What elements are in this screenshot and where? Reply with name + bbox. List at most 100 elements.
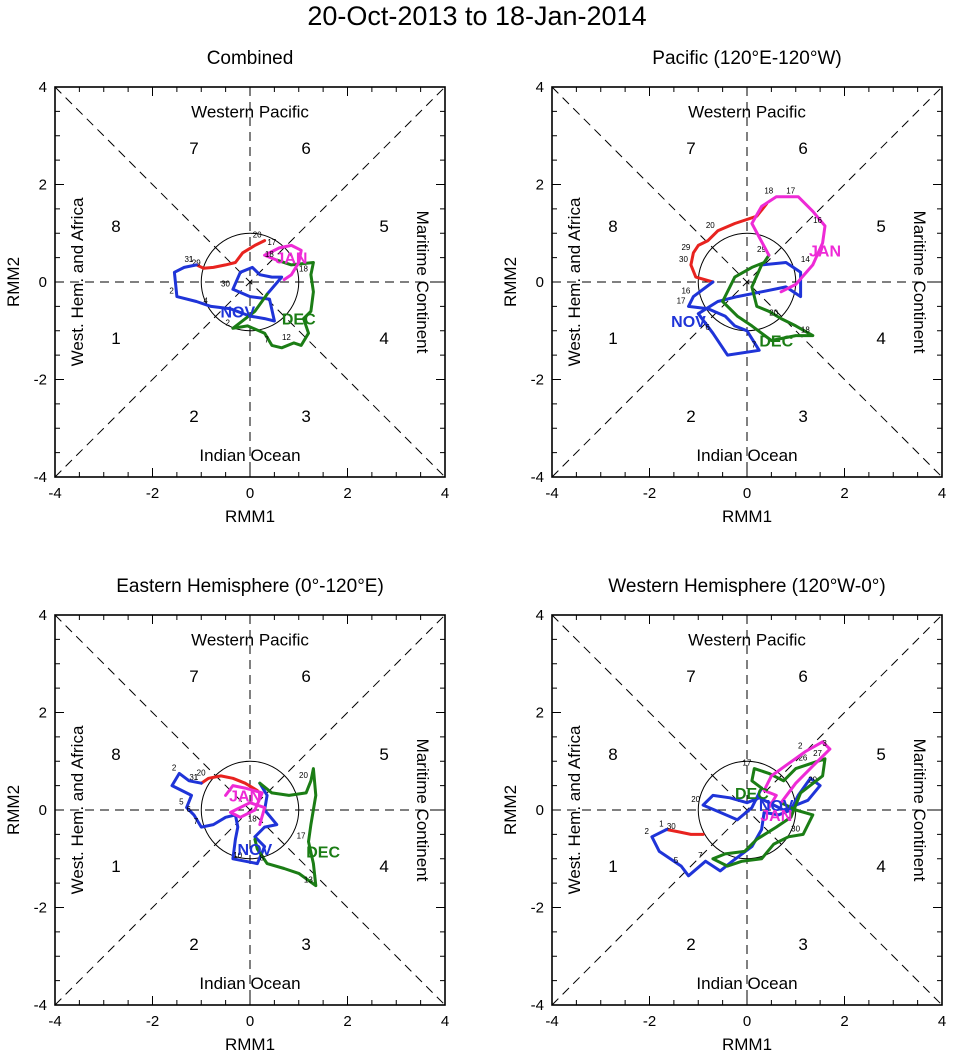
region-label-western-pacific: Western Pacific — [688, 630, 806, 649]
phase-label-7: 7 — [189, 139, 198, 158]
panel-title: Eastern Hemisphere (0°-120°E) — [116, 576, 384, 597]
x-tick-label: 4 — [938, 485, 946, 502]
day-label: 20 — [253, 231, 262, 240]
phase-label-6: 6 — [798, 667, 807, 686]
y-tick-label: 4 — [39, 607, 47, 624]
phase-label-1: 1 — [111, 329, 120, 348]
y-tick-label: -4 — [531, 997, 544, 1014]
day-label: 20 — [197, 768, 206, 777]
y-tick-label: -4 — [34, 997, 47, 1014]
day-label: 7 — [752, 340, 757, 349]
phase-label-8: 8 — [608, 217, 617, 236]
x-tick-label: -4 — [48, 1013, 61, 1030]
x-tick-label: -2 — [643, 485, 656, 502]
panel-title: Pacific (120°E-120°W) — [652, 48, 841, 69]
x-tick-label: -4 — [545, 485, 558, 502]
day-label: 20 — [691, 795, 700, 804]
region-label-indian-ocean: Indian Ocean — [696, 446, 797, 465]
panel-western-hemisphere: Western Hemisphere (120°W-0°) -4 -2 0 2 4 -4 -2… — [501, 576, 946, 1054]
day-label: 10 — [233, 851, 242, 860]
y-tick-label: 2 — [536, 705, 544, 722]
x-tick-label: 4 — [938, 1013, 946, 1030]
day-label: 2 — [172, 763, 177, 772]
day-label: 1 — [189, 255, 194, 264]
month-label-dec: DEC — [306, 844, 340, 861]
x-tick-label: -2 — [643, 1013, 656, 1030]
day-label: 18 — [764, 187, 773, 196]
phase-label-4: 4 — [379, 857, 388, 876]
y-tick-label: -4 — [34, 469, 47, 486]
day-label: 6 — [186, 805, 191, 814]
phase-label-4: 4 — [379, 329, 388, 348]
track-dec — [721, 253, 815, 342]
day-label: 30 — [221, 279, 230, 288]
phase-label-8: 8 — [111, 745, 120, 764]
y-tick-label: 0 — [536, 274, 544, 291]
x-tick-label: 0 — [743, 485, 751, 502]
figure-title: 20-Oct-2013 to 18-Jan-2014 — [307, 1, 647, 31]
phase-label-4: 4 — [876, 857, 885, 876]
day-label: 30 — [679, 255, 688, 264]
region-label-west-hem-africa: West. Hem. and Africa — [565, 725, 584, 894]
day-label: 7 — [194, 817, 199, 826]
day-label: 2 — [225, 318, 230, 327]
y-tick-label: -2 — [531, 372, 544, 389]
track-oct — [689, 202, 768, 284]
day-label: 3 — [822, 739, 827, 748]
x-tick-label: -2 — [146, 1013, 159, 1030]
y-tick-label: -2 — [34, 372, 47, 389]
y-tick-label: -2 — [531, 900, 544, 917]
day-label: 17 — [297, 832, 306, 841]
panel-combined: Combined -4 -2 0 2 4 -4 -2 0 2 4 RMM1 RMM2 Western Pa… — [4, 48, 449, 526]
x-axis-label: RMM1 — [722, 1035, 772, 1054]
day-label: 13 — [304, 876, 313, 885]
unit-circle — [200, 232, 300, 332]
month-label-nov: NOV — [238, 842, 273, 859]
month-label-nov: NOV — [220, 304, 255, 321]
region-label-west-hem-africa: West. Hem. and Africa — [565, 197, 584, 366]
y-tick-label: 0 — [39, 802, 47, 819]
track-oct — [199, 774, 259, 792]
day-label: 30 — [791, 824, 800, 833]
region-label-maritime-continent: Maritime Continent — [413, 211, 432, 354]
day-label: 1 — [659, 820, 664, 829]
y-tick-label: 4 — [536, 79, 544, 96]
day-label: 18 — [248, 815, 257, 824]
track-oct — [194, 239, 267, 270]
day-label: 20 — [299, 771, 308, 780]
day-label: 6 — [705, 323, 710, 332]
region-label-western-pacific: Western Pacific — [191, 102, 309, 121]
phase-label-2: 2 — [189, 935, 198, 954]
x-tick-label: -4 — [48, 485, 61, 502]
day-label: 31 — [189, 773, 198, 782]
day-label: 29 — [192, 258, 201, 267]
day-label: 18 — [299, 265, 308, 274]
phase-label-7: 7 — [686, 139, 695, 158]
day-label: 8 — [260, 854, 265, 863]
phase-label-6: 6 — [798, 139, 807, 158]
day-label: 5 — [674, 856, 679, 865]
phase-label-5: 5 — [379, 217, 388, 236]
region-label-west-hem-africa: West. Hem. and Africa — [68, 197, 87, 366]
x-axis-label: RMM1 — [722, 507, 772, 526]
phase-label-2: 2 — [686, 407, 695, 426]
x-tick-label: -2 — [146, 485, 159, 502]
day-label: 7 — [698, 851, 703, 860]
day-label: 7 — [264, 335, 269, 344]
phase-label-7: 7 — [686, 667, 695, 686]
day-label: 29 — [681, 243, 690, 252]
phase-label-3: 3 — [798, 935, 807, 954]
day-label: 20 — [706, 221, 715, 230]
phase-label-6: 6 — [301, 139, 310, 158]
region-label-western-pacific: Western Pacific — [191, 630, 309, 649]
day-label: 5 — [179, 798, 184, 807]
phase-label-2: 2 — [189, 407, 198, 426]
phase-label-5: 5 — [379, 745, 388, 764]
phase-label-3: 3 — [301, 407, 310, 426]
region-label-maritime-continent: Maritime Continent — [910, 211, 929, 354]
day-label: 17 — [786, 187, 795, 196]
x-tick-label: 0 — [246, 485, 254, 502]
x-tick-label: 2 — [840, 485, 848, 502]
phase-label-1: 1 — [111, 857, 120, 876]
day-label: 26 — [798, 754, 807, 763]
